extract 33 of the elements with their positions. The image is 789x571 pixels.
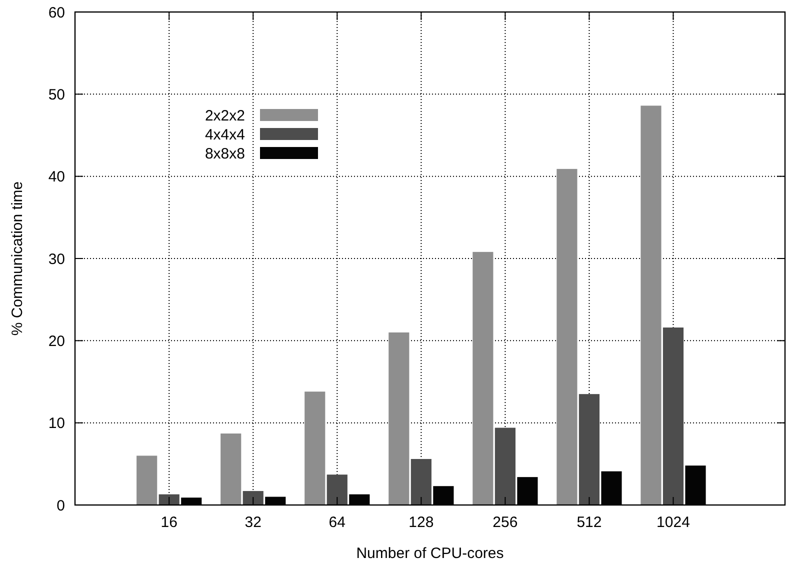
bar (494, 428, 516, 505)
x-tick-label: 512 (576, 514, 602, 531)
x-tick-label: 1024 (656, 514, 690, 531)
bar (304, 392, 326, 505)
y-tick-label: 20 (48, 332, 65, 350)
bar (388, 332, 410, 505)
bar (410, 458, 432, 505)
bar (326, 474, 348, 505)
legend-label: 2x2x2 (204, 107, 245, 124)
x-tick-label: 128 (408, 514, 434, 531)
x-tick-label: 64 (328, 514, 346, 531)
bar (556, 168, 578, 505)
y-tick-label: 50 (48, 86, 65, 104)
x-tick-label: 256 (492, 514, 518, 531)
bar (220, 434, 242, 505)
bar (242, 491, 264, 505)
y-axis-title: % Communication time (9, 181, 26, 336)
y-tick-label: 60 (48, 4, 65, 22)
bar (136, 456, 158, 505)
y-tick-label: 10 (48, 415, 65, 432)
bar (158, 494, 180, 505)
x-tick-label: 32 (244, 514, 262, 531)
x-axis-title: Number of CPU-cores (356, 545, 504, 562)
y-tick-label: 30 (48, 250, 65, 268)
bar (640, 106, 662, 505)
legend-label: 8x8x8 (204, 145, 245, 162)
y-tick-label: 0 (56, 497, 65, 514)
bar (472, 252, 494, 505)
bar (662, 328, 684, 505)
legend-label: 4x4x4 (204, 126, 245, 144)
x-tick-label: 16 (160, 514, 178, 531)
y-tick-label: 40 (48, 168, 65, 186)
bar (578, 394, 600, 505)
